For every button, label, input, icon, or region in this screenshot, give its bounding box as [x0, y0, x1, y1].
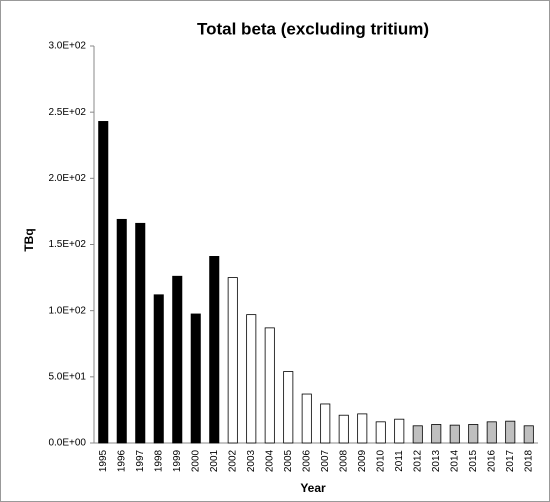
y-tick-label: 0.0E+00 — [48, 438, 86, 449]
x-tick-label: 2009 — [357, 449, 368, 472]
x-tick-label: 2011 — [394, 450, 405, 472]
bar — [431, 424, 442, 444]
bar — [264, 327, 275, 444]
y-tick-label: 1.5E+02 — [48, 239, 86, 250]
x-tick-label: 2003 — [246, 449, 257, 472]
x-tick-label: 2014 — [449, 449, 460, 472]
bar — [153, 294, 164, 444]
x-tick-label: 2013 — [431, 449, 442, 472]
y-axis-title: TBq — [22, 228, 36, 251]
x-tick-label: 2015 — [468, 449, 479, 472]
x-tick-label: 1999 — [172, 449, 183, 472]
bar — [209, 256, 220, 444]
x-tick-label: 2005 — [283, 449, 294, 472]
bar — [357, 413, 368, 444]
bar — [320, 403, 331, 444]
x-tick-label: 2017 — [505, 449, 516, 472]
x-tick-label: 2006 — [301, 449, 312, 472]
x-tick-label: 2007 — [320, 449, 331, 472]
y-tick-label: 1.0E+02 — [48, 305, 86, 316]
bar — [486, 421, 497, 444]
bar — [394, 418, 405, 444]
bar — [412, 425, 423, 444]
x-tick-label: 2000 — [190, 449, 201, 472]
bar — [505, 420, 516, 444]
x-tick-label: 2001 — [209, 449, 220, 472]
x-tick-label: 1996 — [116, 449, 127, 472]
y-tick-label: 3.0E+02 — [48, 41, 86, 52]
bar — [172, 275, 183, 444]
bar — [246, 314, 257, 444]
x-tick-label: 1997 — [135, 449, 146, 472]
bar — [227, 277, 238, 444]
x-tick-label: 2018 — [523, 449, 534, 472]
x-tick-label: 2016 — [486, 449, 497, 472]
x-tick-label: 2010 — [375, 449, 386, 472]
y-tick-label: 5.0E+01 — [48, 371, 86, 382]
y-tick-label: 2.5E+02 — [48, 107, 86, 118]
x-axis-title: Year — [300, 481, 326, 495]
bar — [283, 371, 294, 444]
chart-title: Total beta (excluding tritium) — [197, 19, 429, 38]
x-tick-label: 2004 — [264, 449, 275, 472]
bar — [190, 313, 201, 444]
x-tick-label: 2008 — [338, 449, 349, 472]
bar — [135, 222, 146, 444]
x-tick-label: 1998 — [153, 449, 164, 472]
bar — [116, 218, 127, 444]
bar — [449, 424, 460, 444]
bar — [375, 421, 386, 444]
x-tick-label: 1995 — [98, 449, 109, 472]
bar — [523, 425, 534, 444]
bar — [301, 393, 312, 444]
x-tick-label: 2002 — [227, 449, 238, 472]
bar — [338, 414, 349, 444]
bar — [468, 424, 479, 444]
x-tick-label: 2012 — [412, 449, 423, 472]
bar — [98, 121, 109, 444]
y-tick-label: 2.0E+02 — [48, 173, 86, 184]
